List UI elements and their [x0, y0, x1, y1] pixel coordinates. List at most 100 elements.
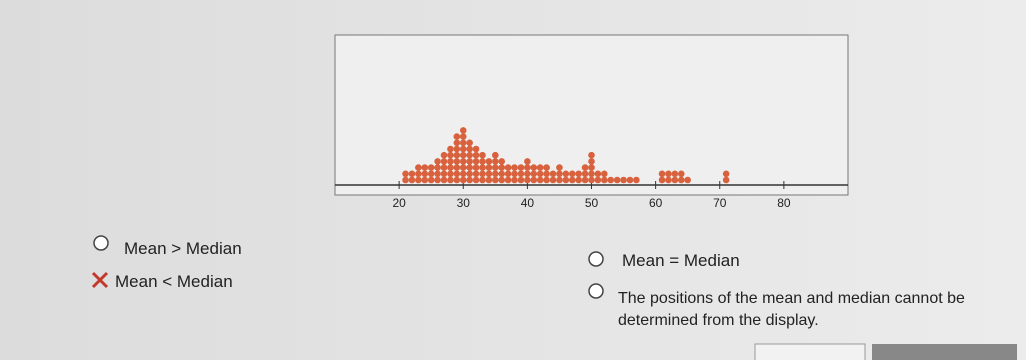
dot	[562, 170, 570, 178]
dot	[677, 176, 685, 184]
dot	[453, 176, 461, 184]
dot	[626, 176, 634, 184]
dot	[594, 176, 602, 184]
dot	[485, 164, 493, 171]
dot	[440, 170, 448, 178]
dot	[459, 170, 467, 178]
option-label[interactable]: The positions of the mean and median can…	[618, 290, 965, 329]
dot	[601, 176, 608, 184]
dot	[658, 176, 666, 184]
dot	[671, 176, 679, 184]
x-tick-label: 20	[392, 196, 406, 210]
dot	[498, 164, 506, 171]
dot	[459, 176, 467, 184]
x-tick-label: 40	[521, 196, 535, 210]
dot	[421, 176, 429, 184]
dot	[556, 164, 563, 171]
dot	[588, 176, 595, 184]
dot	[453, 145, 461, 153]
dot	[620, 176, 627, 184]
dot	[530, 176, 538, 184]
x-tick-label: 70	[713, 196, 727, 210]
dot	[588, 158, 595, 165]
dot	[440, 151, 448, 159]
dot	[479, 151, 486, 159]
dot	[517, 170, 525, 178]
dot	[472, 164, 480, 171]
dot	[421, 164, 429, 171]
dot	[504, 170, 512, 178]
dot	[536, 170, 544, 178]
dot	[536, 164, 544, 171]
dot	[459, 127, 467, 134]
x-tick-label: 50	[585, 196, 599, 210]
dot	[588, 151, 595, 159]
option-label[interactable]: Mean = Median	[622, 251, 740, 270]
dot	[492, 158, 499, 165]
button[interactable]	[872, 344, 1017, 360]
dot	[472, 151, 480, 159]
dot	[447, 145, 454, 153]
dot	[459, 133, 467, 140]
option-box: The positions of the mean and median can…	[618, 290, 965, 329]
radio-button[interactable]	[588, 283, 604, 299]
dot	[524, 164, 531, 171]
x-tick-label: 30	[457, 196, 471, 210]
dot	[530, 164, 538, 171]
dot	[601, 170, 608, 178]
dot	[665, 176, 672, 184]
dot	[415, 164, 422, 171]
dot	[543, 176, 550, 184]
dot	[434, 158, 441, 165]
dot	[575, 176, 582, 184]
dot	[658, 170, 666, 178]
dot	[530, 170, 538, 178]
dot	[524, 170, 531, 178]
dot	[447, 176, 454, 184]
option-label[interactable]: Mean > Median	[124, 239, 242, 258]
dot	[466, 158, 473, 165]
option-label[interactable]: Mean < Median	[115, 272, 233, 291]
dot	[466, 145, 473, 153]
dot	[575, 170, 582, 178]
dot	[466, 151, 473, 159]
dot	[556, 176, 563, 184]
dot	[556, 170, 563, 178]
dot	[684, 176, 691, 184]
radio-button[interactable]	[93, 235, 109, 251]
dot	[453, 170, 461, 178]
dot	[447, 151, 454, 159]
dot	[517, 176, 525, 184]
dot	[434, 176, 441, 184]
dot	[466, 170, 473, 178]
dot	[511, 176, 518, 184]
dot	[498, 158, 506, 165]
dot	[453, 139, 461, 147]
dot	[472, 158, 480, 165]
dot	[498, 176, 506, 184]
dot	[434, 170, 441, 178]
dot	[466, 176, 473, 184]
dot	[453, 133, 461, 140]
button[interactable]	[754, 343, 866, 360]
dot	[607, 176, 615, 184]
dot	[613, 176, 621, 184]
dot	[588, 170, 595, 178]
dot	[543, 164, 550, 171]
dot	[466, 164, 473, 171]
dot	[402, 176, 409, 184]
dot	[677, 170, 685, 178]
dot	[588, 164, 595, 171]
dot	[479, 164, 486, 171]
dot	[440, 176, 448, 184]
dot	[568, 176, 576, 184]
dot	[427, 176, 435, 184]
dot	[421, 170, 429, 178]
dot	[459, 145, 467, 153]
dot	[665, 170, 672, 178]
dot	[581, 176, 589, 184]
dot	[581, 164, 589, 171]
radio-button[interactable]	[588, 251, 604, 267]
dot	[459, 164, 467, 171]
